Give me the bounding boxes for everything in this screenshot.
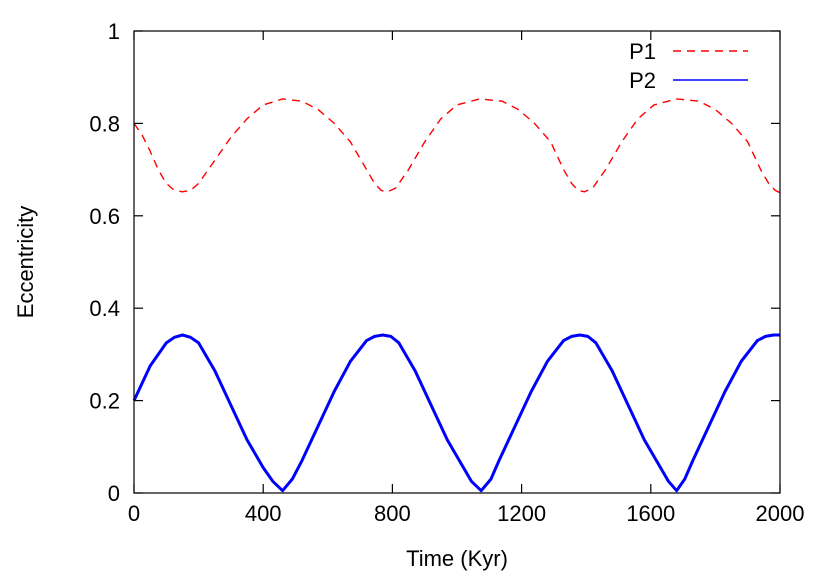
y-tick-label: 0.6 (89, 204, 120, 229)
plot-frame (133, 30, 781, 494)
legend-label-p1: P1 (629, 39, 656, 64)
x-tick-label: 800 (374, 501, 411, 526)
x-axis-title: Time (Kyr) (406, 546, 508, 571)
y-axis-title: Eccentricity (13, 206, 38, 318)
legend-label-p2: P2 (629, 68, 656, 93)
y-tick-label: 0 (108, 481, 120, 506)
y-tick-label: 0.4 (89, 296, 120, 321)
series-line-p2 (132, 333, 780, 493)
ticks-layer: 0 400 800 1200 1600 2000 0 0.2 0.4 0.6 0.8 1 (89, 19, 804, 526)
series-line-p1 (133, 98, 781, 194)
x-tick-label: 2000 (756, 501, 805, 526)
x-tick-label: 400 (245, 501, 282, 526)
y-tick-label: 1 (108, 19, 120, 44)
series-layer (132, 98, 781, 493)
x-tick-label: 1200 (497, 501, 546, 526)
x-tick-label: 0 (128, 501, 140, 526)
x-tick-label: 1600 (626, 501, 675, 526)
y-tick-label: 0.2 (89, 389, 120, 414)
y-tick-label: 0.8 (89, 111, 120, 136)
